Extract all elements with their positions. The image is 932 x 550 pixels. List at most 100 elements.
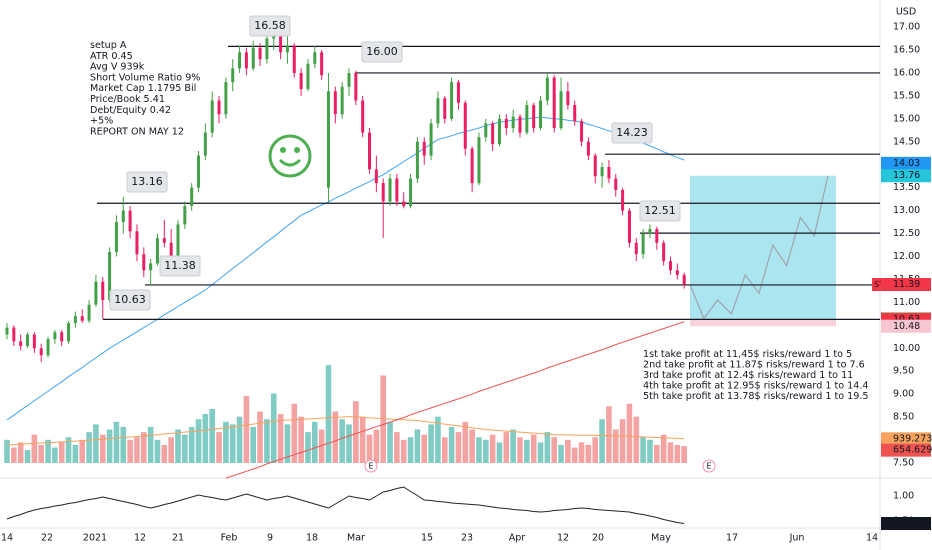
candle-body — [374, 169, 378, 184]
candle-body — [53, 332, 57, 340]
volume-bar — [462, 421, 469, 463]
volume-bar — [667, 442, 674, 463]
volume-bar — [284, 424, 291, 463]
volume-bar — [380, 375, 386, 463]
y-tick-label: 14.50 — [893, 136, 920, 147]
x-tick-label: 22 — [41, 533, 53, 544]
candle-body — [210, 100, 214, 133]
volume-bar — [270, 393, 277, 463]
volume-bar — [633, 416, 640, 463]
x-tick-label: Mar — [347, 533, 365, 544]
take-profit-note: 5th take profit at 13.78$ risks/reward 1… — [643, 391, 869, 402]
candle-body — [5, 327, 9, 335]
candle-body — [443, 98, 447, 119]
setup-note: Price/Book 5.41 — [90, 94, 165, 105]
volume-bar — [277, 414, 284, 463]
volume-bar — [359, 416, 366, 463]
candle-body — [285, 45, 289, 53]
candle-body — [470, 148, 474, 184]
candle-body — [627, 210, 631, 243]
setup-note: Debt/Equity 0.42 — [90, 105, 171, 116]
volume-bar — [510, 429, 516, 463]
volume-bar — [400, 439, 407, 463]
x-tick-label: 15 — [421, 533, 433, 544]
candle-body — [580, 121, 584, 142]
ma-blue-line — [6, 116, 685, 421]
last-price-badge: 11.39 — [893, 279, 920, 290]
candle-body — [46, 339, 50, 356]
volume-bar — [530, 434, 537, 463]
candle-body — [155, 238, 159, 264]
candle-body — [614, 178, 618, 190]
volume-bar — [52, 447, 58, 463]
candle-body — [429, 123, 433, 156]
candle-body — [655, 228, 659, 243]
plot-area — [4, 24, 880, 463]
volume-bar — [72, 444, 79, 463]
volume-bar — [483, 439, 489, 463]
earnings-label: E — [706, 462, 711, 471]
candle-body — [265, 38, 269, 60]
candle-body — [600, 167, 604, 177]
level-label: 13.16 — [131, 175, 163, 188]
last-price-badge-box — [881, 277, 931, 291]
annotations: 16.58 16.00 14.23 13.16 12.51 11.38 10.63 setup… — [90, 15, 869, 473]
price-badge: 14.03 — [893, 158, 920, 169]
volume-bar — [565, 439, 571, 463]
candle-body — [94, 281, 98, 305]
candle-body — [244, 52, 248, 69]
candle-body — [203, 132, 207, 156]
candle-body — [559, 91, 563, 129]
volume-bar — [626, 403, 633, 463]
candle-body — [231, 68, 235, 83]
level-label: 14.23 — [616, 126, 648, 139]
y-tick-label: 10.00 — [893, 343, 920, 354]
projection-path — [689, 175, 829, 320]
y-tick-label: 16.50 — [893, 45, 920, 56]
candle-body — [354, 72, 358, 101]
candle-body — [586, 141, 590, 156]
volume-bar — [455, 432, 462, 463]
level-label: 10.63 — [114, 293, 146, 306]
setup-note: Market Cap 1.1795 Bil — [90, 83, 196, 94]
setup-note: setup A — [90, 40, 127, 51]
volume-bar — [599, 419, 605, 463]
osc-badge: 0.45 — [893, 518, 914, 529]
volume-bar — [4, 439, 10, 463]
candle-body — [361, 100, 365, 133]
price-badge-box — [881, 169, 931, 183]
level-label: 16.00 — [366, 45, 398, 58]
volume-bar — [175, 429, 181, 463]
volume-bar — [113, 421, 120, 463]
stop-zone — [690, 318, 836, 327]
volume-bar — [99, 434, 106, 463]
x-tick-label: 23 — [461, 533, 473, 544]
candle-body — [463, 102, 467, 149]
candle-body — [477, 137, 481, 184]
candle-body — [415, 141, 419, 179]
candle-body — [552, 77, 556, 129]
candle-body — [279, 29, 283, 53]
price-badge: 10.63 — [893, 314, 920, 325]
volume-bar — [318, 429, 325, 463]
ma-red-line — [225, 321, 685, 479]
candle-body — [497, 118, 501, 145]
volume-bar — [31, 434, 38, 463]
price-badge: 10.48 — [893, 321, 920, 332]
x-tick-label: 12 — [134, 533, 146, 544]
setup-note: REPORT ON MAY 12 — [90, 126, 184, 137]
y-tick-label: 13.50 — [893, 182, 920, 193]
candle-body — [532, 105, 536, 129]
candle-body — [26, 334, 30, 346]
volume-bar — [585, 444, 592, 463]
level-label: 16.58 — [254, 19, 286, 32]
x-tick-label: 9 — [267, 533, 273, 544]
candle-body — [326, 91, 330, 188]
candle-body — [504, 118, 508, 129]
target-zone — [690, 175, 836, 319]
volume-bar — [38, 444, 44, 463]
x-tick-label: 14 — [866, 533, 878, 544]
candle-body — [197, 155, 201, 188]
x-tick-label: 21 — [172, 533, 184, 544]
y-tick-label: 15.00 — [893, 113, 920, 124]
